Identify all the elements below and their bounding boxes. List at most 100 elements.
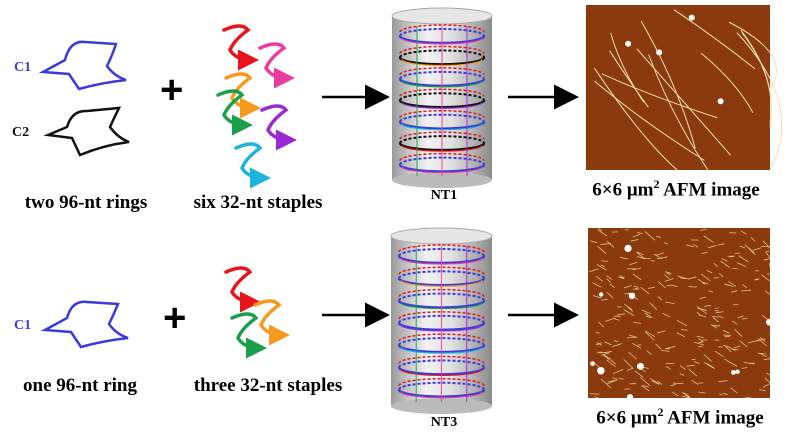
afm-fiber	[698, 341, 704, 343]
staples-caption: six 32-nt staples	[193, 192, 323, 213]
afm-fiber	[757, 352, 767, 355]
afm-fiber	[636, 231, 643, 235]
afm-fiber	[725, 345, 736, 351]
afm-fiber	[607, 380, 615, 383]
afm-fiber	[733, 345, 741, 349]
afm-fiber	[754, 278, 760, 281]
afm-fiber	[626, 367, 633, 372]
afm-fiber	[644, 231, 656, 241]
afm-fiber	[601, 260, 608, 262]
afm-fiber	[742, 284, 747, 289]
afm-fiber	[606, 379, 617, 385]
afm-fiber	[597, 245, 607, 254]
afm-fiber	[598, 228, 603, 232]
afm-fiber	[739, 340, 748, 348]
afm-fiber	[708, 290, 714, 293]
afm-fiber	[740, 230, 747, 235]
afm-fiber	[598, 321, 605, 328]
afm-fiber	[679, 373, 685, 376]
afm-fiber	[696, 306, 707, 314]
afm-fiber	[592, 295, 602, 299]
afm-fiber	[623, 309, 635, 316]
afm-fiber	[626, 336, 637, 339]
afm-fiber	[647, 286, 655, 289]
afm-fiber	[673, 9, 756, 70]
afm-fiber	[724, 358, 731, 363]
afm-fiber	[728, 361, 738, 367]
afm-fiber	[663, 274, 670, 279]
afm-fiber	[732, 320, 738, 325]
afm-fiber	[713, 262, 719, 268]
afm-fiber	[707, 363, 715, 369]
structure-label: NT1	[430, 188, 458, 203]
afm-caption-sup: 2	[657, 405, 664, 419]
afm-fiber	[686, 244, 695, 248]
afm-fiber	[681, 329, 688, 331]
afm-fiber	[686, 364, 695, 367]
afm-fiber	[594, 396, 599, 399]
staple-strand	[260, 104, 297, 151]
afm-fiber	[606, 275, 613, 281]
afm-fiber	[594, 67, 678, 171]
afm-fiber	[707, 244, 718, 249]
afm-fiber	[648, 54, 709, 171]
afm-fiber	[655, 235, 662, 238]
afm-fiber	[606, 359, 616, 367]
afm-fiber	[681, 391, 691, 399]
afm-fiber	[632, 233, 641, 238]
afm-fiber	[687, 276, 697, 280]
afm-fiber	[650, 260, 655, 262]
afm-fiber	[657, 296, 663, 301]
staple-strand	[224, 72, 261, 119]
afm-fiber	[670, 384, 676, 387]
afm-fiber	[703, 235, 714, 243]
afm-fiber	[662, 312, 670, 318]
afm-fiber	[732, 267, 738, 270]
staple-strand	[222, 24, 259, 71]
afm-fiber	[741, 32, 772, 124]
afm-fiber	[632, 342, 642, 349]
afm-fiber	[609, 50, 649, 108]
nanotube-nt1	[391, 7, 493, 188]
afm-fiber	[597, 229, 608, 237]
afm-fiber	[694, 341, 705, 346]
afm-fiber	[761, 315, 769, 321]
rings-caption-bottom: one 96-nt ring	[23, 375, 137, 396]
afm-fiber	[657, 330, 666, 334]
afm-fiber	[614, 318, 620, 321]
afm-fiber	[698, 391, 706, 394]
afm-fiber	[602, 354, 612, 360]
afm-fiber	[664, 271, 672, 274]
afm-fiber	[763, 258, 771, 261]
afm-fiber	[759, 337, 766, 342]
afm-fiber	[748, 248, 756, 255]
rings-caption: two 96-nt rings	[24, 192, 148, 213]
afm-fiber	[700, 52, 754, 113]
afm-fiber	[766, 252, 771, 259]
staple-strand	[234, 142, 271, 189]
structure-label-bottom: NT3	[430, 415, 458, 430]
afm-fiber	[642, 385, 649, 388]
afm-fiber	[700, 228, 707, 232]
afm-fiber	[679, 277, 686, 280]
afm-caption: 6×6 μm2 AFM image	[592, 177, 759, 201]
afm-fiber	[623, 284, 632, 289]
afm-fiber	[717, 243, 725, 246]
afm-fiber	[696, 335, 704, 339]
afm-fiber	[663, 242, 669, 245]
afm-fiber	[719, 273, 724, 278]
afm-fiber	[764, 250, 770, 253]
afm-fiber	[719, 393, 723, 396]
afm-caption-tail: AFM image	[659, 179, 760, 201]
afm-fiber	[666, 272, 671, 276]
afm-fiber	[644, 331, 655, 341]
afm-fiber	[657, 380, 663, 386]
afm-fiber	[633, 285, 638, 288]
afm-fiber	[624, 229, 629, 231]
afm-fiber	[619, 257, 629, 260]
afm-fiber	[738, 255, 749, 263]
afm-fiber	[768, 262, 771, 267]
afm-fiber	[698, 278, 706, 285]
